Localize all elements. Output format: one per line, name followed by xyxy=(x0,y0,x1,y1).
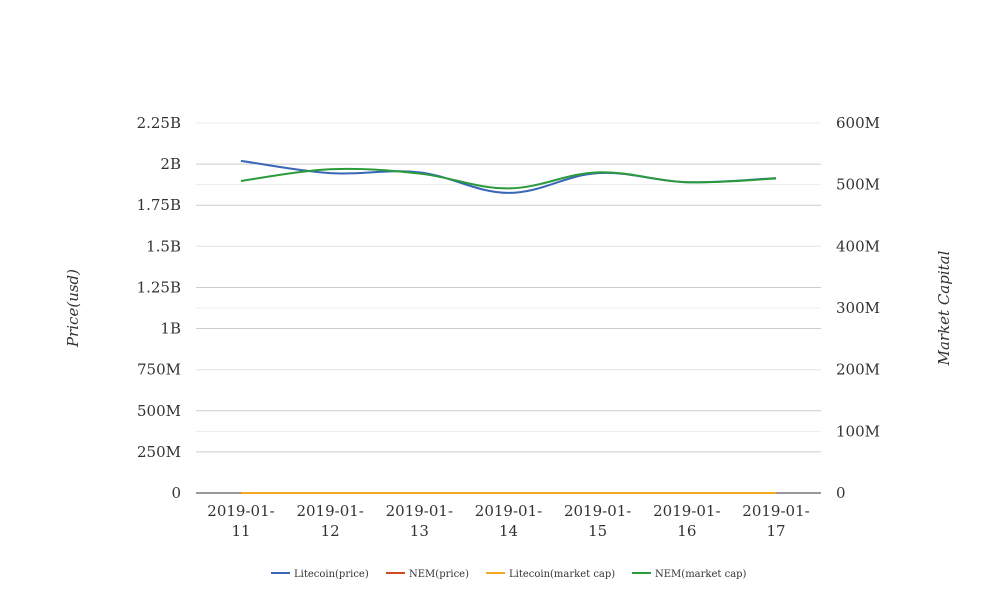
x-tick-label: 2019-01- 16 xyxy=(653,502,720,540)
y-tick-label: 1B xyxy=(160,320,181,338)
y2-axis-title: Market Capital xyxy=(935,250,953,366)
y2-tick-label: 300M xyxy=(836,299,880,317)
x-tick-label-line: 11 xyxy=(231,522,250,540)
left-gridlines xyxy=(196,122,821,453)
legend-label: NEM(market cap) xyxy=(655,569,747,580)
x-tick-label: 2019-01- 11 xyxy=(207,502,274,540)
x-tick-label-line: 15 xyxy=(588,522,607,540)
x-tick-label: 2019-01- 14 xyxy=(475,502,542,540)
legend-label: NEM(price) xyxy=(409,569,469,580)
y-tick-label: 250M xyxy=(137,443,181,461)
right-axis-ticks: 0 100M 200M 300M 400M 500M 600M xyxy=(836,114,880,502)
y-tick-label: 500M xyxy=(137,402,181,420)
x-tick-label-line: 17 xyxy=(766,522,785,540)
y2-tick-label: 400M xyxy=(836,237,880,255)
x-tick-label-line: 2019-01- xyxy=(207,502,274,520)
x-tick-label: 2019-01- 13 xyxy=(386,502,453,540)
y-tick-label: 1.75B xyxy=(137,196,181,214)
legend: Litecoin(price) NEM(price) Litecoin(market… xyxy=(271,569,747,580)
y-tick-label: 1.5B xyxy=(146,237,181,255)
y-axis-title: Price(usd) xyxy=(64,269,82,348)
x-tick-label-line: 13 xyxy=(410,522,429,540)
x-tick-label: 2019-01- 12 xyxy=(296,502,363,540)
y2-tick-label: 0 xyxy=(836,484,846,502)
x-axis-ticks: 2019-01- 11 2019-01- 12 2019-01- 13 2019-01- 14… xyxy=(207,502,809,540)
x-tick-label-line: 2019-01- xyxy=(475,502,542,520)
y2-tick-label: 200M xyxy=(836,361,880,379)
x-tick-label-line: 2019-01- xyxy=(386,502,453,520)
y2-tick-label: 600M xyxy=(836,114,880,132)
y-tick-label: 2.25B xyxy=(137,114,181,132)
y-tick-label: 750M xyxy=(137,361,181,379)
y-tick-label: 0 xyxy=(171,484,181,502)
x-tick-label: 2019-01- 15 xyxy=(564,502,631,540)
right-gridlines xyxy=(196,122,821,432)
legend-label: Litecoin(market cap) xyxy=(509,569,615,580)
y2-tick-label: 500M xyxy=(836,176,880,194)
x-tick-label: 2019-01- 17 xyxy=(742,502,809,540)
y-tick-label: 1.25B xyxy=(137,278,181,296)
x-tick-label-line: 2019-01- xyxy=(742,502,809,520)
left-axis-ticks: 0 250M 500M 750M 1B 1.25B 1.5B 1.75B 2B 2.25B xyxy=(137,114,181,502)
x-tick-label-line: 2019-01- xyxy=(564,502,631,520)
series-lines xyxy=(240,159,777,495)
x-tick-label-line: 2019-01- xyxy=(653,502,720,520)
y-tick-label: 2B xyxy=(160,155,181,173)
x-tick-label-line: 2019-01- xyxy=(296,502,363,520)
x-tick-label-line: 12 xyxy=(321,522,340,540)
x-tick-label-line: 16 xyxy=(677,522,696,540)
legend-label: Litecoin(price) xyxy=(294,569,369,580)
x-tick-label-line: 14 xyxy=(499,522,518,540)
y2-tick-label: 100M xyxy=(836,422,880,440)
series-line-3 xyxy=(240,167,777,190)
